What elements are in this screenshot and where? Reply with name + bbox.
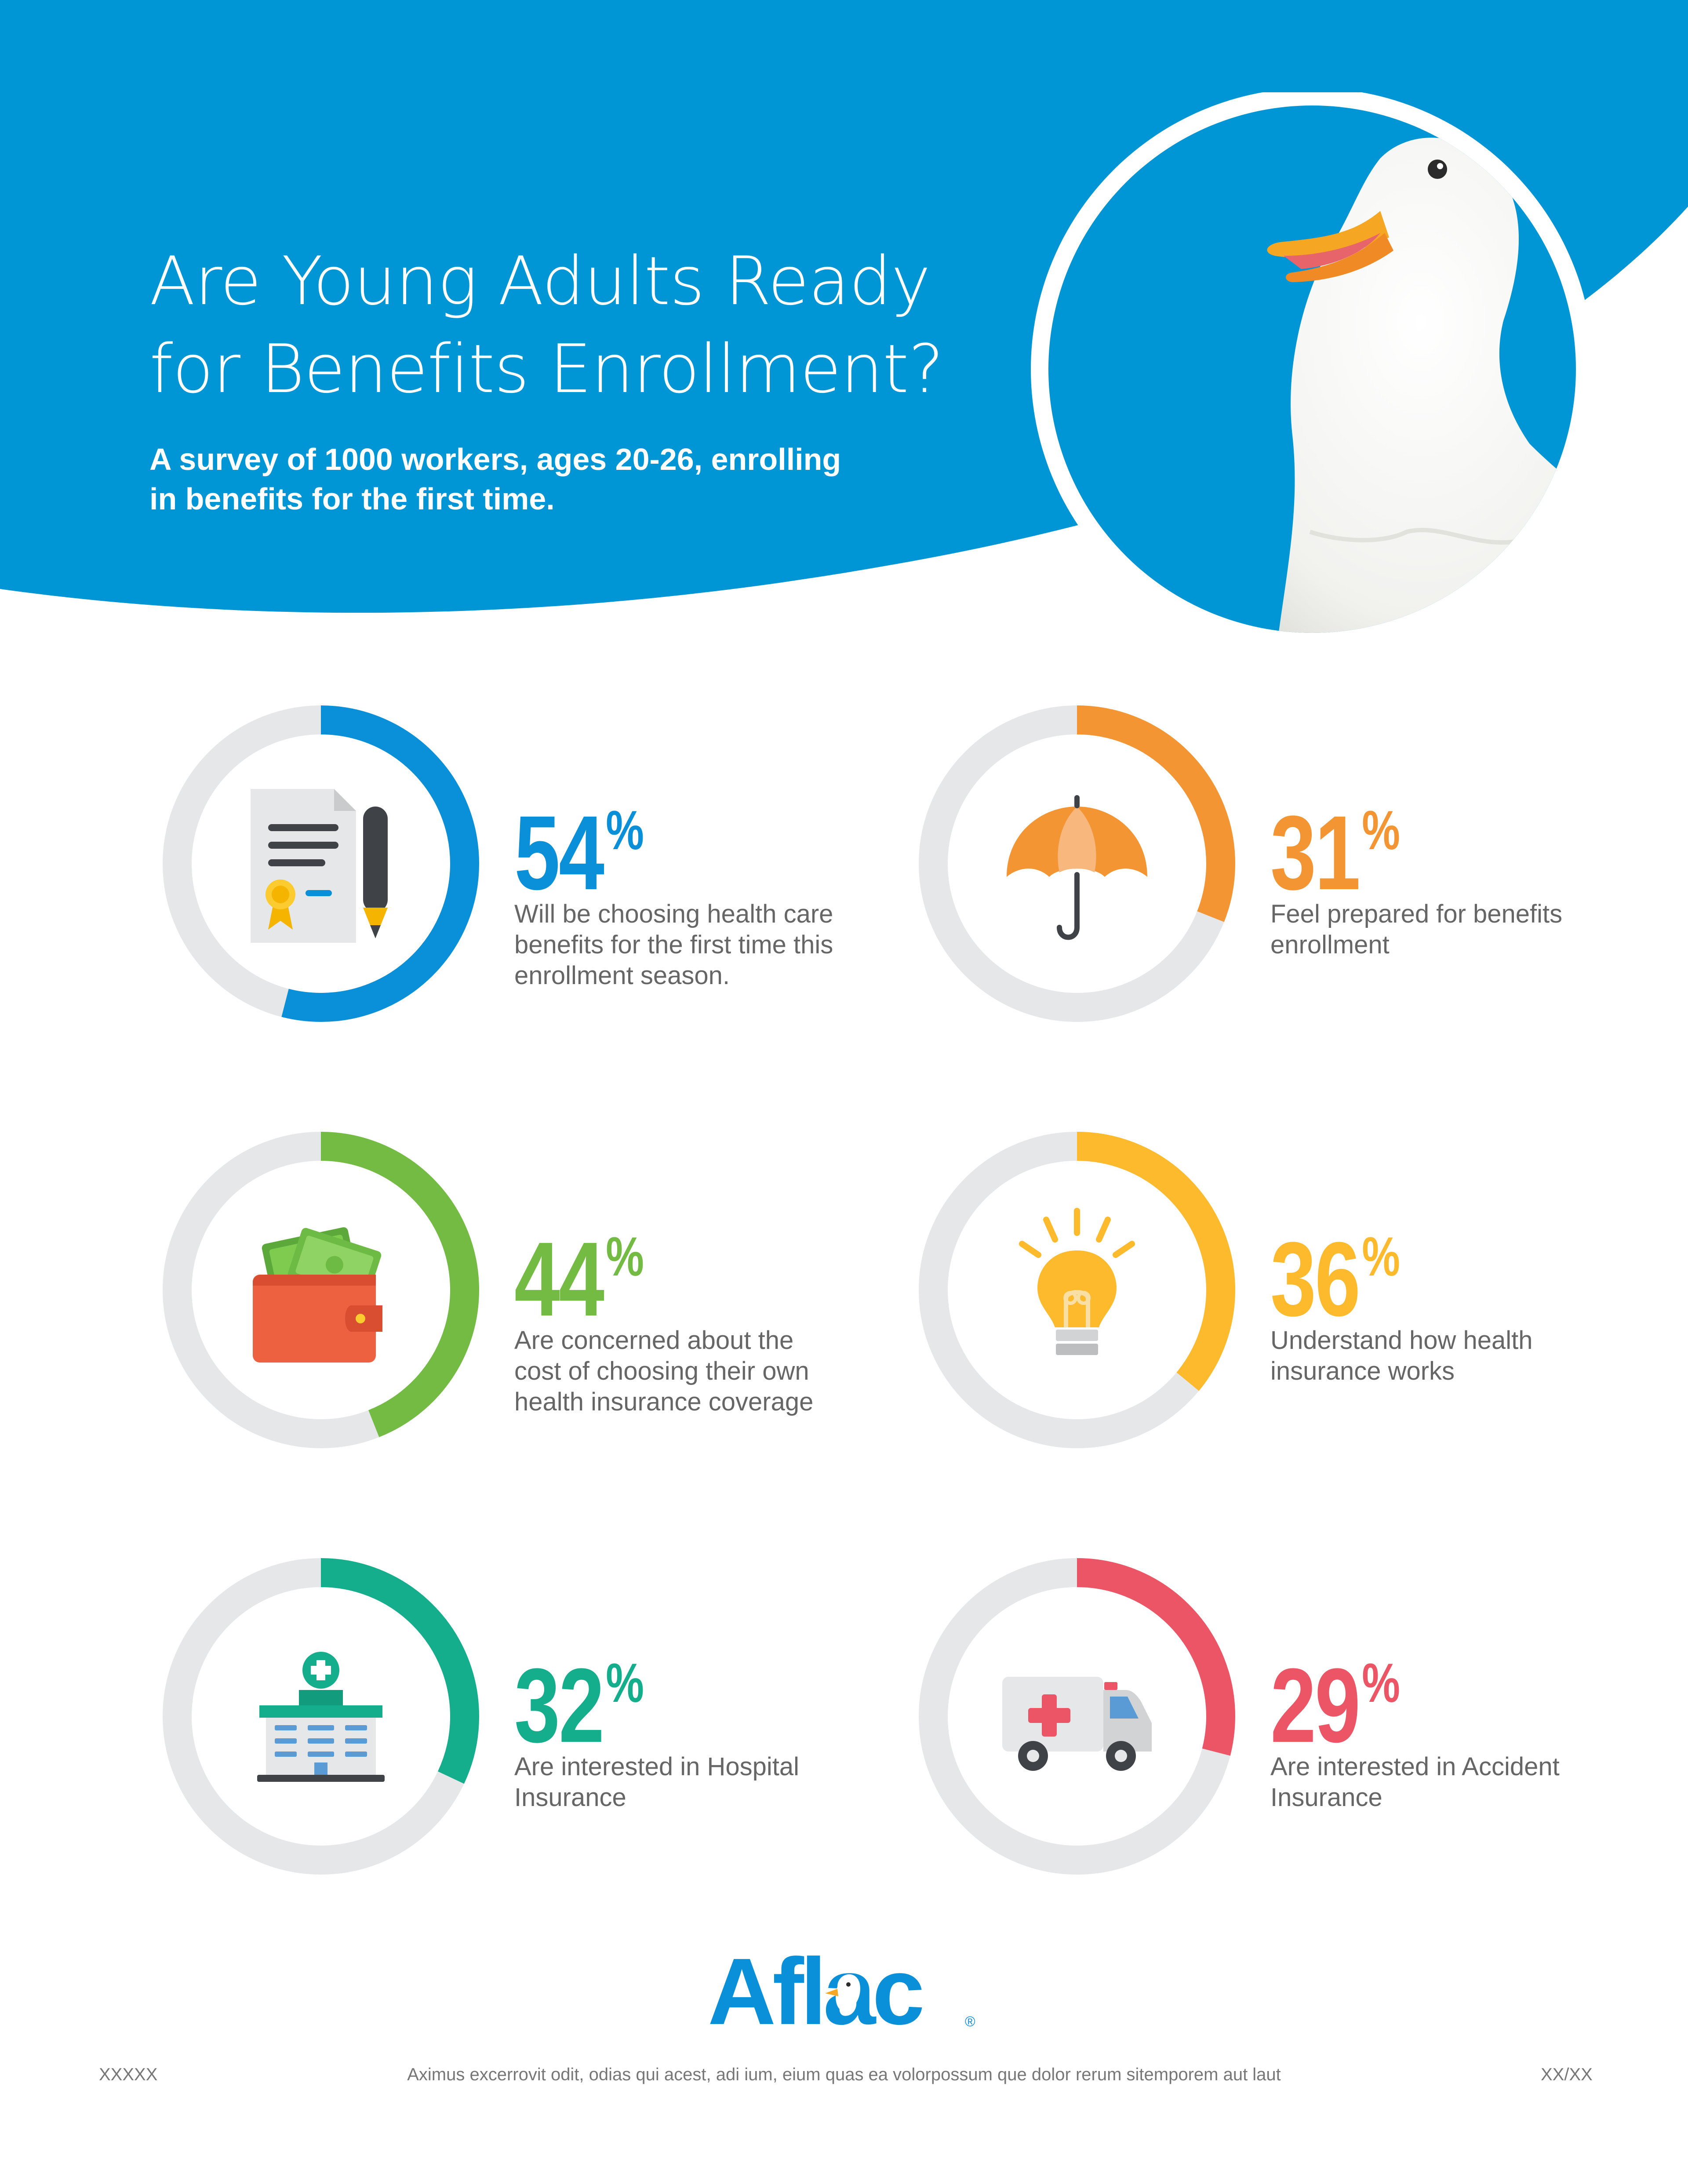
percent-sign: % xyxy=(1362,800,1400,861)
stat-card: 36% Understand how health insurance work… xyxy=(906,1119,1653,1470)
stat-percentage: 32% xyxy=(514,1646,644,1764)
footer-disclaimer: Aximus excerrovit odit, odias qui acest,… xyxy=(407,2065,1281,2084)
page-title: Are Young Adults Ready for Benefits Enro… xyxy=(149,237,1029,413)
stat-description-line: Are concerned about the xyxy=(514,1326,794,1355)
stat-card: 29% Are interested in Accident Insurance xyxy=(906,1545,1653,1897)
stat-card: 54% Will be choosing health care benefit… xyxy=(149,692,897,1044)
stat-description: Are interested in Hospital Insurance xyxy=(514,1752,875,1813)
donut-value-arc xyxy=(163,1132,479,1448)
stat-description-line: enrollment season. xyxy=(514,961,730,990)
stat-description: Understand how health insurance works xyxy=(1270,1325,1631,1387)
stat-value: 31 xyxy=(1270,794,1361,912)
svg-text:Aflac: Aflac xyxy=(708,1943,922,2044)
page-subtitle: A survey of 1000 workers, ages 20-26, en… xyxy=(149,440,1029,519)
wallet-icon xyxy=(253,1227,382,1363)
donut-value-arc xyxy=(919,1132,1235,1448)
svg-text:®: ® xyxy=(965,2013,975,2029)
stat-card: 32% Are interested in Hospital Insurance xyxy=(149,1545,897,1897)
percent-sign: % xyxy=(1362,1226,1400,1287)
stat-description-line: Insurance xyxy=(514,1783,626,1812)
stat-description-line: Understand how health xyxy=(1270,1326,1533,1355)
donut-chart xyxy=(163,705,479,1022)
page-title-line: for Benefits Enrollment? xyxy=(149,330,944,408)
stat-percentage: 44% xyxy=(514,1220,644,1338)
donut-chart xyxy=(919,705,1235,1022)
stat-description: Are concerned about the cost of choosing… xyxy=(514,1325,875,1417)
stat-description-line: Are interested in Accident xyxy=(1270,1752,1560,1781)
donut-value-arc xyxy=(163,1558,479,1875)
stat-description: Feel prepared for benefits enrollment xyxy=(1270,899,1631,960)
stat-percentage: 31% xyxy=(1270,794,1400,912)
stat-percentage: 54% xyxy=(514,794,644,912)
page-subtitle-line: A survey of 1000 workers, ages 20-26, en… xyxy=(149,442,841,476)
donut-value-arc xyxy=(919,1558,1235,1875)
aflac-logo: Aflac ® xyxy=(708,1943,975,2044)
percent-sign: % xyxy=(606,1226,644,1287)
page-title-line: Are Young Adults Ready xyxy=(149,242,931,320)
duck-mascot-photo xyxy=(1031,92,1593,650)
donut-chart xyxy=(919,1132,1235,1448)
percent-sign: % xyxy=(1362,1653,1400,1714)
stat-description: Will be choosing health care benefits fo… xyxy=(514,899,875,991)
stat-card: 44% Are concerned about the cost of choo… xyxy=(149,1119,897,1470)
stat-description-line: insurance works xyxy=(1270,1357,1455,1385)
stat-description: Are interested in Accident Insurance xyxy=(1270,1752,1631,1813)
stat-value: 54 xyxy=(514,794,604,912)
stat-description-line: Will be choosing health care xyxy=(514,900,833,928)
stat-percentage: 29% xyxy=(1270,1646,1400,1764)
stat-description-line: health insurance coverage xyxy=(514,1388,814,1416)
ambulance-icon xyxy=(1002,1677,1152,1771)
lightbulb-icon xyxy=(1019,1208,1135,1355)
percent-sign: % xyxy=(606,1653,644,1714)
donut-chart xyxy=(163,1132,479,1448)
page-subtitle-line: in benefits for the first time. xyxy=(149,482,555,516)
stat-description-line: Are interested in Hospital xyxy=(514,1752,799,1781)
hospital-icon xyxy=(257,1652,385,1782)
stat-value: 32 xyxy=(514,1646,604,1764)
stat-description-line: Feel prepared for benefits xyxy=(1270,900,1563,928)
umbrella-icon xyxy=(1007,795,1147,940)
donut-chart xyxy=(919,1558,1235,1875)
stat-percentage: 36% xyxy=(1270,1220,1400,1338)
footer-code-left: XXXXX xyxy=(99,2065,158,2084)
stat-value: 29 xyxy=(1270,1646,1361,1764)
stat-description-line: Insurance xyxy=(1270,1783,1382,1812)
stat-description-line: benefits for the first time this xyxy=(514,930,833,959)
stat-description-line: cost of choosing their own xyxy=(514,1357,809,1385)
stat-value: 44 xyxy=(514,1220,604,1338)
stat-value: 36 xyxy=(1270,1220,1361,1338)
footer-code-right: XX/XX xyxy=(1541,2065,1593,2084)
donut-value-arc xyxy=(163,705,479,1022)
donut-chart xyxy=(163,1558,479,1875)
donut-value-arc xyxy=(919,705,1235,1022)
certificate-pen-icon xyxy=(251,789,388,943)
stat-description-line: enrollment xyxy=(1270,930,1390,959)
percent-sign: % xyxy=(606,800,644,861)
stat-card: 31% Feel prepared for benefits enrollmen… xyxy=(906,692,1653,1044)
